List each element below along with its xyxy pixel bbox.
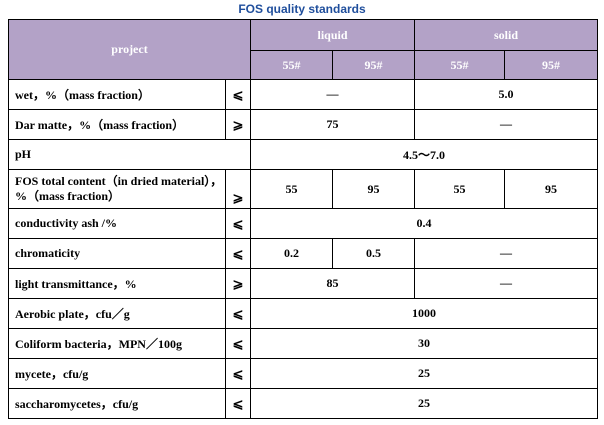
row-label: conductivity ash /% — [8, 208, 226, 239]
comparison-symbol: ⩾ — [225, 169, 251, 209]
row-label: mycete，cfu/g — [8, 358, 226, 389]
comparison-symbol: ⩽ — [225, 388, 251, 419]
cell-value: — — [413, 109, 599, 140]
cell-value: 0.4 — [249, 208, 599, 239]
table-row: Coliform bacteria，MPN／100g ⩽ 30 — [8, 328, 599, 359]
table-row: Dar matte，%（mass fraction） ⩾ 75 — — [8, 109, 599, 140]
comparison-symbol: ⩽ — [225, 79, 251, 110]
cell-value: 85 — [250, 268, 415, 299]
header-liquid: liquid — [250, 19, 415, 51]
header-project: project — [8, 19, 251, 80]
table-row: saccharomycetes，cfu/g ⩽ 25 — [8, 388, 599, 419]
table-row: FOS total content（in dried material），%（m… — [8, 169, 599, 209]
row-label: FOS total content（in dried material），%（m… — [8, 169, 226, 209]
quality-standards-table: project liquid solid 55# 95# 55# 95# wet… — [8, 19, 599, 419]
header-liquid-95: 95# — [332, 50, 415, 80]
header-solid: solid — [413, 19, 599, 51]
cell-value: 55 — [414, 169, 505, 209]
table-row: mycete，cfu/g ⩽ 25 — [8, 358, 599, 389]
table-row: wet，%（mass fraction） ⩽ — 5.0 — [8, 79, 599, 110]
comparison-symbol: ⩾ — [225, 268, 251, 299]
table-row: conductivity ash /% ⩽ 0.4 — [8, 208, 599, 239]
cell-value: 25 — [249, 358, 599, 389]
row-label: Coliform bacteria，MPN／100g — [8, 328, 226, 359]
cell-value: 75 — [250, 109, 415, 140]
cell-value: 1000 — [249, 298, 599, 329]
cell-value: — — [413, 268, 599, 299]
cell-value: 30 — [249, 328, 599, 359]
subheader-row: 55# 95# 55# 95# — [9, 50, 599, 80]
row-label: Dar matte，%（mass fraction） — [8, 109, 226, 140]
table-row: chromaticity ⩽ 0.2 0.5 — — [8, 238, 599, 269]
page-title: FOS quality standards — [238, 2, 366, 16]
cell-value: 0.2 — [250, 238, 333, 269]
comparison-symbol: ⩾ — [225, 109, 251, 140]
comparison-symbol: ⩽ — [225, 298, 251, 329]
cell-value: 4.5～7.0 — [249, 139, 599, 170]
cell-value: 0.5 — [332, 238, 415, 269]
header-row: project liquid solid — [8, 19, 599, 80]
table-row: pH 4.5～7.0 — [8, 139, 599, 170]
cell-value: — — [413, 238, 599, 269]
cell-value: 55 — [250, 169, 333, 209]
table-row: light transmittance，% ⩾ 85 — — [8, 268, 599, 299]
row-label: saccharomycetes，cfu/g — [8, 388, 226, 419]
cell-value: 95 — [503, 169, 599, 209]
cell-value: 5.0 — [413, 79, 599, 110]
row-label: chromaticity — [8, 238, 226, 269]
header-liquid-55: 55# — [250, 50, 333, 80]
comparison-symbol: ⩽ — [225, 358, 251, 389]
row-label: light transmittance，% — [8, 268, 226, 299]
cell-value: — — [250, 79, 415, 110]
row-label: pH — [8, 139, 251, 170]
header-solid-55: 55# — [414, 50, 505, 80]
table-row: Aerobic plate，cfu／g ⩽ 1000 — [8, 298, 599, 329]
row-label: wet，%（mass fraction） — [8, 79, 226, 110]
cell-value: 25 — [249, 388, 599, 419]
comparison-symbol: ⩽ — [225, 238, 251, 269]
comparison-symbol: ⩽ — [225, 208, 251, 239]
comparison-symbol: ⩽ — [225, 328, 251, 359]
header-solid-95: 95# — [503, 50, 599, 80]
row-label: Aerobic plate，cfu／g — [8, 298, 226, 329]
cell-value: 95 — [332, 169, 415, 209]
